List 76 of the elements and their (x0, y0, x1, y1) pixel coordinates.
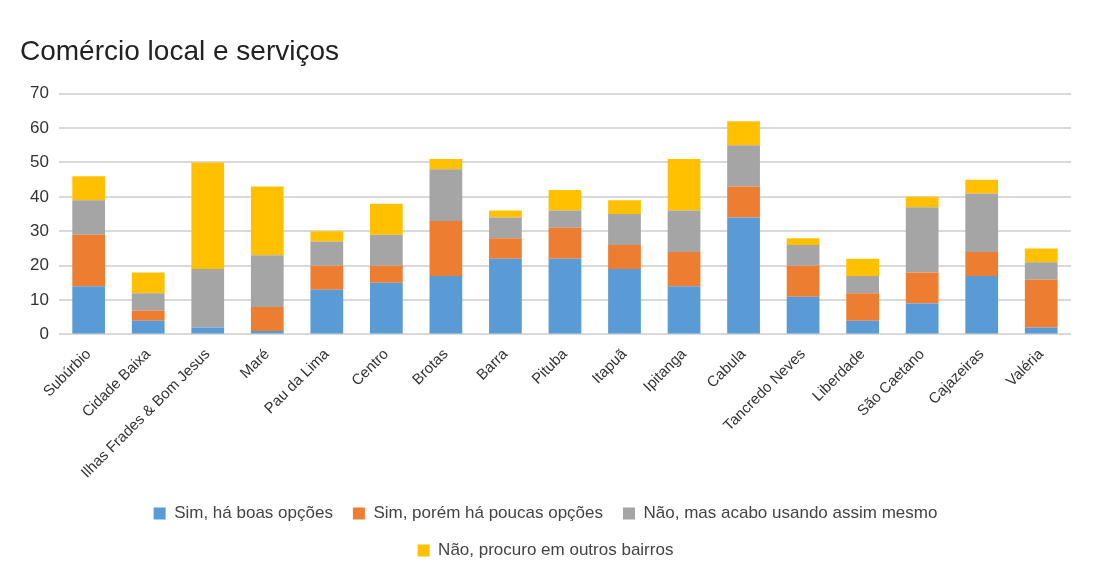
bar (369, 203, 403, 235)
legend-label: Sim, porém há poucas opções (373, 503, 604, 523)
bar (965, 275, 999, 334)
y-tick-label: 60 (29, 117, 49, 137)
bar (548, 210, 582, 228)
bar (905, 196, 939, 208)
bar (727, 186, 760, 218)
bar (786, 238, 820, 246)
bar (727, 121, 760, 146)
bar (310, 265, 344, 290)
bar (608, 200, 641, 215)
bar (191, 269, 225, 328)
bar (72, 176, 106, 201)
y-tick-label: 50 (29, 152, 49, 172)
bar (548, 258, 582, 334)
bar (429, 220, 463, 276)
bar (310, 231, 344, 242)
bar (1024, 262, 1058, 280)
bar (310, 289, 344, 334)
bar (131, 310, 165, 321)
bar (131, 272, 165, 294)
bar (846, 320, 879, 334)
bar (905, 207, 939, 273)
bar (846, 293, 879, 321)
bar (72, 286, 106, 334)
bar (965, 193, 999, 252)
bar (786, 245, 820, 266)
bar (250, 306, 284, 332)
bar (131, 293, 165, 311)
y-tick-label: 0 (39, 324, 49, 344)
bar (369, 234, 403, 266)
bar (786, 265, 820, 297)
y-tick-label: 70 (29, 83, 49, 103)
bar (905, 303, 939, 334)
bar (667, 158, 701, 211)
bar (429, 169, 463, 221)
bar (905, 272, 939, 304)
bar (369, 282, 403, 334)
bar (429, 158, 463, 170)
bar (727, 217, 760, 334)
bar (667, 210, 701, 252)
bar (489, 217, 522, 239)
bar (608, 245, 641, 270)
y-tick-label: 20 (29, 255, 49, 275)
bar (369, 265, 403, 283)
bar (429, 275, 463, 334)
bar (786, 296, 820, 334)
bar (846, 258, 879, 276)
bar (72, 234, 106, 287)
bar (1024, 279, 1058, 328)
legend-label: Não, procuro em outros bairros (438, 540, 674, 560)
bar (489, 238, 522, 259)
bar (608, 269, 641, 334)
bar (250, 255, 284, 307)
bar (310, 241, 344, 266)
bar (965, 251, 999, 276)
bar (667, 251, 701, 287)
bar (965, 179, 999, 194)
bar (250, 186, 284, 256)
bar (667, 286, 701, 334)
y-tick-label: 40 (29, 186, 49, 206)
bar (131, 320, 165, 334)
bar (548, 227, 582, 259)
bar (548, 189, 582, 211)
bar (72, 200, 106, 235)
y-tick-label: 30 (29, 220, 49, 240)
legend-label: Não, mas acabo usando assim mesmo (643, 503, 938, 523)
y-tick-label: 10 (29, 289, 49, 309)
bar (1024, 248, 1058, 263)
bar (489, 258, 522, 334)
bar (608, 214, 641, 246)
chart-title: Comércio local e serviços (20, 34, 339, 66)
bar (727, 145, 760, 187)
bar (846, 275, 879, 294)
bar (191, 162, 225, 270)
legend-label: Sim, há boas opções (174, 503, 333, 523)
